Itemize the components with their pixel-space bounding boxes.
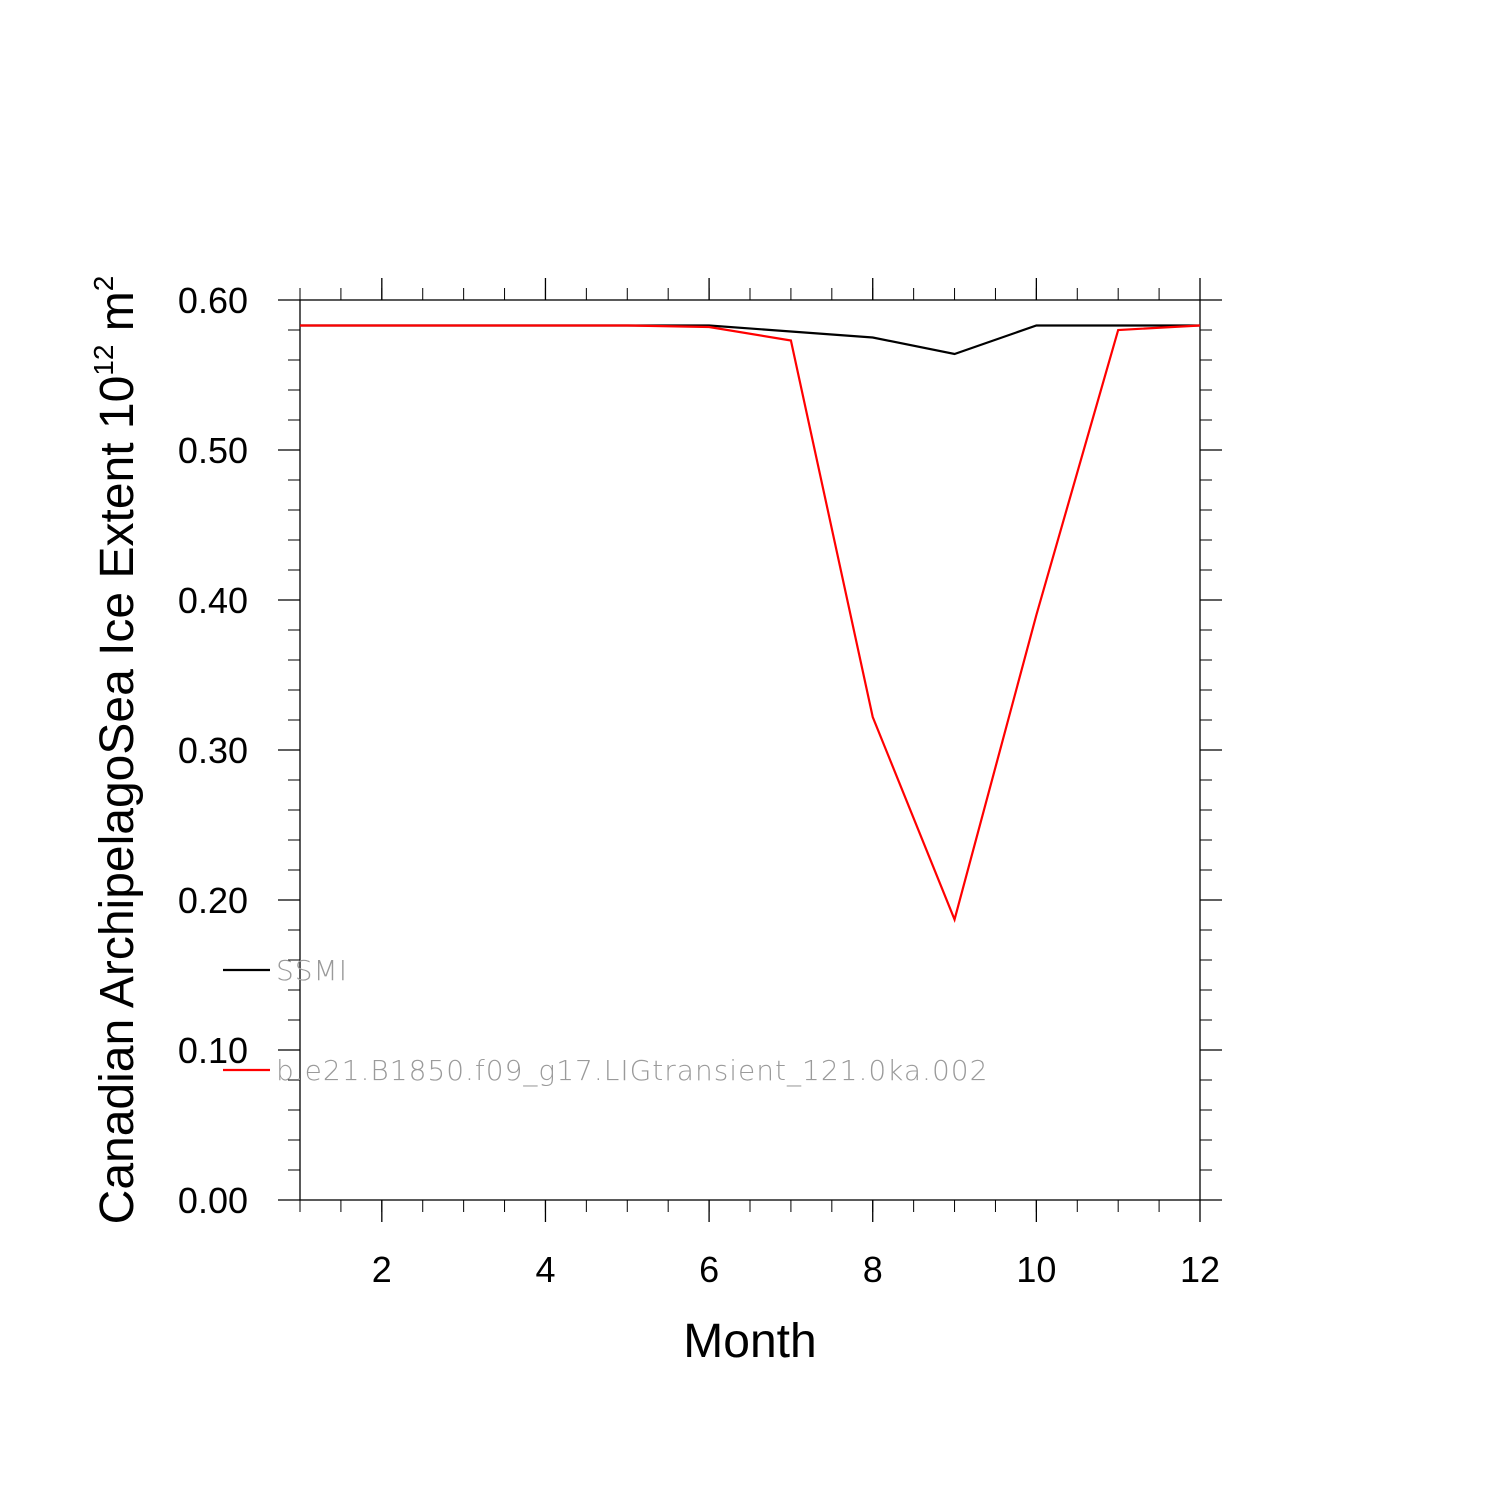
x-tick-label: 4 <box>535 1249 555 1290</box>
y-tick-label: 0.20 <box>178 880 248 921</box>
y-tick-label: 0.60 <box>178 280 248 321</box>
series-line-1 <box>300 324 1200 356</box>
y-axis-title-main: Canadian ArchipelagoSea Ice Extent 10 <box>91 376 144 1225</box>
x-tick-label: 8 <box>863 1249 883 1290</box>
y-tick-label: 0.10 <box>178 1030 248 1071</box>
y-axis-title: Canadian ArchipelagoSea Ice Extent 1012 … <box>88 276 144 1225</box>
x-tick-label: 10 <box>1016 1249 1056 1290</box>
y-tick-label: 0.00 <box>178 1180 248 1221</box>
legend: SSMI b.e21.B1850.f09_g17.LIGtransient_121… <box>223 954 988 1088</box>
axis-ticks <box>278 278 1222 1222</box>
y-axis-title-exp2: 2 <box>88 276 119 292</box>
x-tick-label: 12 <box>1180 1249 1220 1290</box>
y-tick-label: 0.50 <box>178 430 248 471</box>
y-axis-title-exp1: 12 <box>88 345 119 376</box>
x-tick-label: 6 <box>699 1249 719 1290</box>
legend-label: SSMI <box>276 954 348 987</box>
series-lines <box>300 324 1201 923</box>
series-line-2 <box>300 324 1201 923</box>
y-tick-label: 0.30 <box>178 730 248 771</box>
tick-labels: 2 4 6 8 10 12 0.00 0.10 0.20 0.30 0.40 0.50 0.60 <box>178 280 1220 1290</box>
y-tick-label: 0.40 <box>178 580 248 621</box>
legend-label: b.e21.B1850.f09_g17.LIGtransient_121.0ka… <box>276 1054 988 1088</box>
x-tick-label: 2 <box>372 1249 392 1290</box>
y-axis-title-unit: m <box>91 291 144 344</box>
x-axis-title: Month <box>683 1315 816 1368</box>
